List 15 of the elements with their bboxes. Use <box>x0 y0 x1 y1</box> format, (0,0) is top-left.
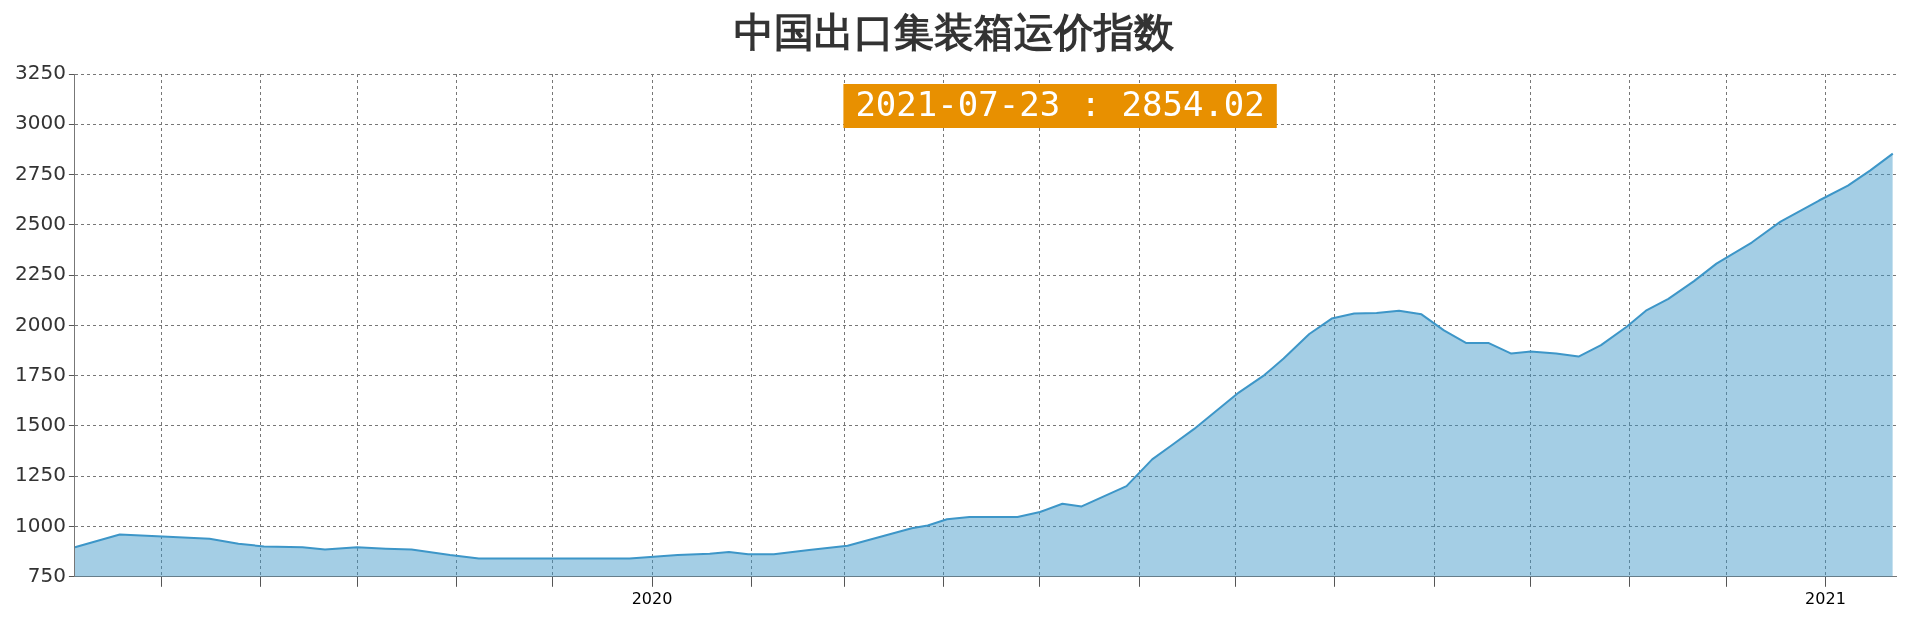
x-tick-label: 2020 <box>631 588 673 608</box>
y-tick-label: 2000 <box>14 311 66 336</box>
y-tick-label: 2500 <box>14 211 66 236</box>
annotation: 2021-07-23 : 2854.02 <box>855 83 1265 124</box>
y-tick-label: 2750 <box>14 160 66 185</box>
y-tick-label: 1750 <box>14 361 66 386</box>
y-tick-label: 3250 <box>14 60 66 85</box>
y-tick-label: 3000 <box>14 110 66 135</box>
y-tick-label: 750 <box>27 563 66 587</box>
y-tick-label: 2250 <box>14 261 66 286</box>
y-tick-label: 1000 <box>14 512 66 537</box>
y-tick-label: 1250 <box>14 462 66 487</box>
x-tick-label: 2021 <box>1805 588 1846 608</box>
chart-title: 中国出口集装箱运价指数 <box>734 8 1175 56</box>
y-tick-label: 1500 <box>14 412 66 437</box>
